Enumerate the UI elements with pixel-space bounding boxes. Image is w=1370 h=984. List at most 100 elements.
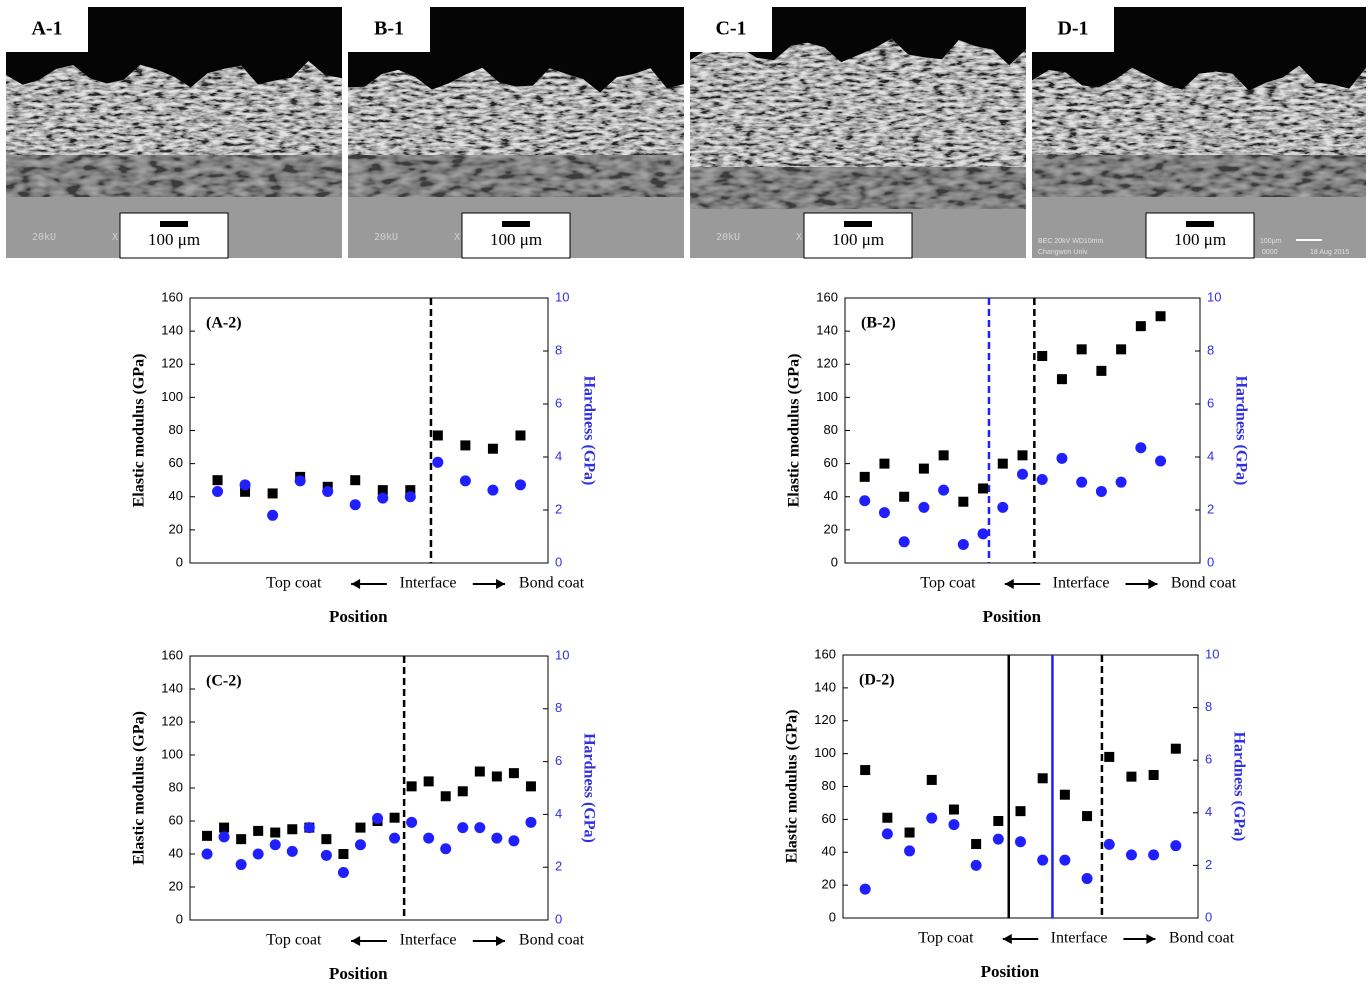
image-info: 18 Aug 2015 (1310, 249, 1349, 256)
sem-image: C-1 100 μm 20kU X (690, 7, 1026, 259)
hardness-point (1103, 838, 1115, 850)
hardness-point (1135, 442, 1147, 454)
y-tick-label: 40 (169, 488, 183, 503)
y2-axis-label: Hardness (GPa) (580, 376, 597, 486)
image-info: X (796, 232, 802, 243)
hardness-point (218, 831, 230, 843)
modulus-point (1126, 771, 1137, 782)
position-annotation: Top coat (266, 932, 322, 949)
arrow-head (1002, 934, 1012, 944)
y-tick-label: 80 (822, 778, 836, 793)
y2-tick-label: 0 (1207, 554, 1214, 569)
modulus-point (338, 849, 349, 859)
y2-tick-label: 0 (1205, 909, 1212, 924)
y-tick-label: 60 (824, 455, 838, 470)
modulus-point (993, 816, 1004, 827)
hardness-point (457, 822, 469, 834)
modulus-point (515, 430, 526, 441)
modulus-point (287, 824, 298, 835)
position-annotation: Interface (400, 575, 457, 592)
y-tick-label: 20 (169, 878, 183, 893)
y-tick-label: 120 (161, 356, 183, 371)
y2-tick-label: 10 (555, 647, 569, 662)
modulus-point (377, 485, 388, 496)
hardness-point (992, 833, 1004, 845)
image-info: 20kU (374, 232, 398, 243)
hardness-point (881, 828, 893, 840)
x-axis-label: Position (981, 962, 1040, 981)
hardness-point (977, 528, 989, 540)
modulus-point (1037, 773, 1048, 784)
hardness-point (948, 819, 960, 831)
hardness-point (491, 832, 503, 844)
hardness-point (898, 536, 910, 548)
bond-coat-texture (1032, 155, 1366, 197)
image-info: 0000 (1262, 249, 1278, 256)
y-tick-label: 60 (822, 811, 836, 826)
hardness-point (1170, 840, 1182, 852)
hardness-point (252, 848, 264, 860)
scale-label: 100 μm (148, 230, 200, 249)
y2-tick-label: 6 (1205, 752, 1212, 767)
modulus-point (389, 812, 400, 823)
modulus-point (948, 804, 959, 815)
scale-box (461, 212, 571, 259)
modulus-point (212, 475, 223, 486)
hardness-point (904, 845, 916, 857)
hardness-point (239, 479, 251, 491)
modulus-point (1096, 365, 1107, 376)
y-axis-label: Elastic modulus (GPa) (131, 711, 148, 865)
hardness-point (354, 839, 366, 851)
hardness-point (1036, 474, 1048, 486)
hardness-point (322, 485, 334, 497)
modulus-point (405, 485, 416, 496)
modulus-point (1104, 751, 1115, 762)
y2-tick-label: 0 (555, 554, 562, 569)
y-tick-label: 120 (814, 712, 836, 727)
hardness-point (487, 484, 499, 496)
modulus-point (1135, 321, 1146, 332)
hardness-point (474, 822, 486, 834)
hardness-point (406, 816, 418, 828)
arrow-head (1148, 579, 1158, 589)
hardness-point (1155, 455, 1167, 467)
modulus-point (267, 488, 278, 499)
plot-frame (842, 654, 1199, 919)
image-info: X (454, 232, 460, 243)
y2-tick-label: 8 (1207, 342, 1214, 357)
y-tick-label: 160 (161, 289, 183, 304)
sem-image: A-1 100 μm 20kU X (6, 7, 342, 259)
x-axis-label: Position (329, 607, 388, 626)
modulus-point (882, 812, 893, 823)
y2-tick-label: 6 (1207, 395, 1214, 410)
modulus-point (1056, 374, 1067, 385)
hardness-point (997, 501, 1009, 513)
sem-image: B-1 100 μm 20kU X (348, 7, 684, 259)
scale-label: 100 μm (1174, 230, 1226, 249)
hardness-point (1037, 854, 1049, 866)
modulus-point (859, 471, 870, 482)
y-tick-label: 100 (161, 389, 183, 404)
chart: 0 20 40 60 80 100 120 140 160 0 2 4 6 8 10 (C-2) Elastic… (131, 647, 598, 982)
plot-frame (189, 655, 549, 921)
y-tick-label: 80 (824, 422, 838, 437)
y2-axis-label: Hardness (GPa) (1230, 732, 1247, 842)
y-tick-label: 160 (816, 289, 838, 304)
y-tick-label: 120 (816, 356, 838, 371)
modulus-point (904, 827, 915, 838)
position-annotation: Top coat (918, 930, 974, 947)
hardness-point (432, 456, 444, 468)
arrow-head (1004, 579, 1014, 589)
hardness-point (1056, 452, 1068, 464)
position-annotation: Top coat (266, 575, 322, 592)
hardness-point (859, 495, 871, 507)
image-info: 20kU (716, 232, 740, 243)
y-tick-label: 40 (822, 844, 836, 859)
hardness-point (337, 866, 349, 878)
y-tick-label: 0 (829, 909, 836, 924)
y-tick-label: 80 (169, 779, 183, 794)
y2-tick-label: 10 (1207, 289, 1221, 304)
y-tick-label: 100 (816, 389, 838, 404)
y-tick-label: 100 (814, 745, 836, 760)
hardness-point (320, 849, 332, 861)
